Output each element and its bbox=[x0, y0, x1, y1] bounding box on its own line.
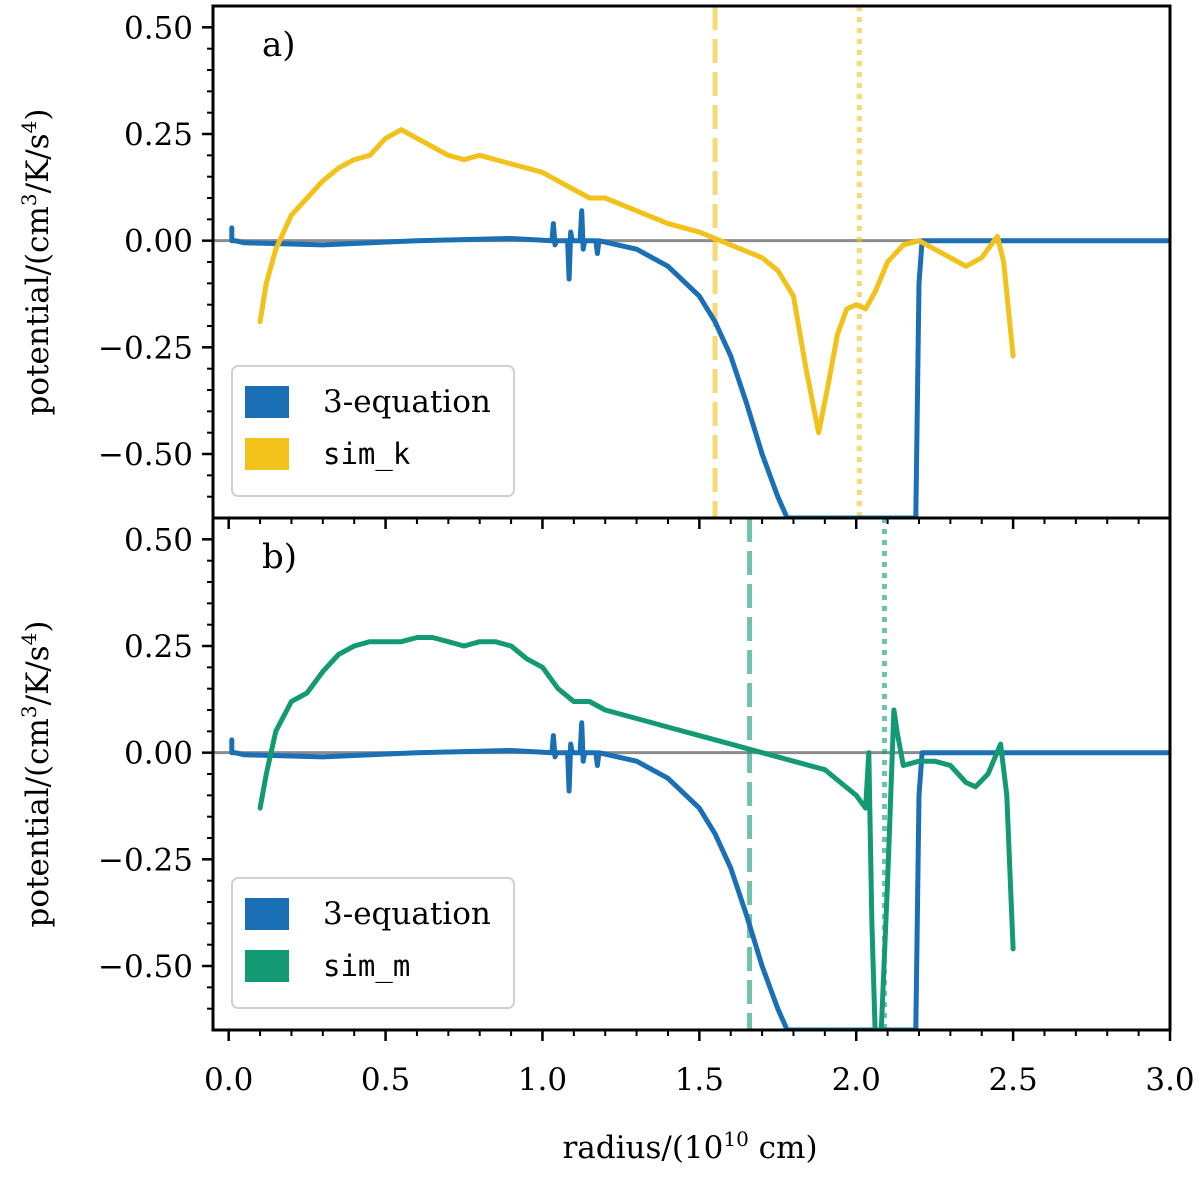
legend-label: sim_m bbox=[323, 949, 410, 984]
y-tick-label: 0.50 bbox=[124, 522, 193, 558]
y-tick-label: −0.25 bbox=[98, 842, 193, 878]
legend-label: 3-equation bbox=[323, 896, 491, 932]
y-tick-label: 0.25 bbox=[124, 117, 193, 153]
legend-swatch bbox=[245, 438, 289, 470]
panel-label: b) bbox=[262, 537, 297, 577]
x-tick-label: 1.5 bbox=[675, 1062, 724, 1098]
legend-label: 3-equation bbox=[323, 384, 491, 420]
legend-swatch bbox=[245, 898, 289, 930]
x-tick-label: 0.5 bbox=[361, 1062, 410, 1098]
y-tick-label: 0.00 bbox=[124, 224, 193, 260]
legend-swatch bbox=[245, 386, 289, 418]
plot-area bbox=[213, 6, 1170, 518]
x-tick-label: 2.0 bbox=[832, 1062, 881, 1098]
series-line-sim-m bbox=[257, 635, 1016, 1030]
x-axis-tick-labels: 0.0 0.5 1.0 1.5 2.0 2.5 3.0 bbox=[204, 1062, 1195, 1098]
y-tick-label: 0.00 bbox=[124, 736, 193, 772]
series-line-sim-k bbox=[257, 127, 1016, 436]
panel-b: 0.50 0.25 0.00 −0.25 −0.50 b) potential/(cm3/K… bbox=[17, 516, 1172, 1041]
legend: 3-equation sim_m bbox=[231, 877, 515, 1009]
y-tick-label: −0.50 bbox=[98, 949, 193, 985]
series-line-3-equation bbox=[229, 720, 1170, 1030]
x-tick-label: 1.0 bbox=[518, 1062, 567, 1098]
y-tick-label: −0.25 bbox=[98, 330, 193, 366]
y-tick-label: 0.50 bbox=[124, 10, 193, 46]
plot-area bbox=[213, 518, 1170, 1030]
x-tick-label: 2.5 bbox=[988, 1062, 1037, 1098]
x-axis-label: radius/(1010 cm) bbox=[562, 1127, 817, 1166]
y-axis-label: potential/(cm3/K/s4) bbox=[17, 109, 56, 416]
x-tick-label: 3.0 bbox=[1145, 1062, 1194, 1098]
legend-label: sim_k bbox=[323, 437, 411, 472]
panel-label: a) bbox=[262, 25, 296, 65]
panel-a: 0.50 0.25 0.00 −0.25 −0.50 a) potential/(cm3/K… bbox=[17, 4, 1172, 529]
series-line-3-equation bbox=[229, 208, 1170, 518]
y-axis-label: potential/(cm3/K/s4) bbox=[17, 621, 56, 928]
y-tick-label: 0.25 bbox=[124, 629, 193, 665]
legend-swatch bbox=[245, 950, 289, 982]
legend: 3-equation sim_k bbox=[231, 365, 515, 497]
y-tick-label: −0.50 bbox=[98, 437, 193, 473]
x-tick-label: 0.0 bbox=[204, 1062, 253, 1098]
